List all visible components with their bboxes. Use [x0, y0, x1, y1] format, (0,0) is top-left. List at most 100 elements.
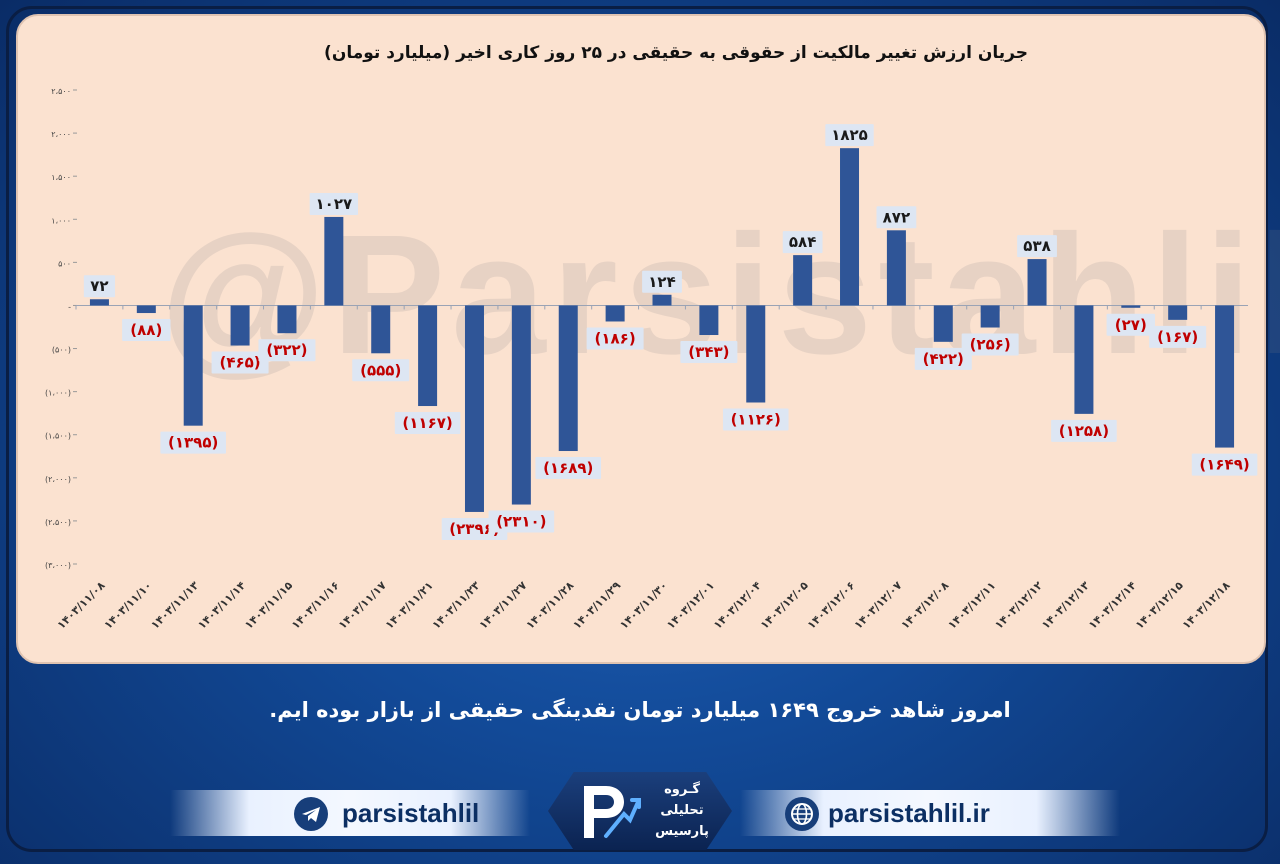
data-label-box: [258, 339, 316, 362]
bar: [89, 299, 109, 306]
data-labels: ۷۲ (۸۸) (۱۳۹۵) (۴۶۵) (۳۲۲) ۱۰۲۷ (۵۵۵) (۱۱۶۷) (۲۳…: [83, 124, 1258, 540]
bars: [89, 148, 1235, 512]
footer-ribbon-left: [170, 790, 530, 836]
bar: [230, 305, 250, 346]
bar: [933, 305, 953, 342]
x-tick-label: ۱۴۰۳/۱۱/۱۶: [289, 579, 342, 632]
x-tick-label: ۱۴۰۳/۱۱/۱۷: [336, 579, 389, 632]
y-tick-label: (۳،۰۰۰): [45, 561, 71, 570]
bar: [652, 294, 672, 306]
data-label-box: [211, 351, 269, 374]
data-label-box: [160, 431, 226, 454]
x-tick-label: ۱۴۰۳/۱۱/۱۴: [195, 579, 248, 632]
x-tick-label: ۱۴۰۳/۱۲/۱۴: [1086, 579, 1139, 632]
data-label: (۱۶۴۹): [1199, 456, 1249, 474]
data-label: (۵۵۵): [360, 361, 401, 379]
x-tick-label: ۱۴۰۳/۱۲/۰۶: [805, 579, 858, 632]
x-tick-label: ۱۴۰۳/۱۲/۰۸: [899, 579, 952, 632]
x-tick-label: ۱۴۰۳/۱۱/۲۸: [524, 579, 577, 632]
bar: [183, 305, 203, 426]
globe-icon[interactable]: [785, 797, 819, 831]
y-tick-label: (۱،۰۰۰): [45, 389, 71, 398]
logo-badge: [548, 772, 732, 850]
x-tick-label: ۱۴۰۳/۱۱/۲۳: [430, 579, 483, 632]
y-tick-label: (۵۰۰): [52, 346, 71, 355]
telegram-handle-link[interactable]: parsistahlil: [342, 798, 480, 828]
data-label-box: [1191, 453, 1258, 476]
bar: [277, 305, 297, 334]
data-label: (۳۲۲): [266, 341, 307, 359]
bar: [324, 216, 344, 306]
chart-title: جریان ارزش تغییر مالکیت از حقوقی به حقیق…: [324, 43, 1028, 63]
bar: [1121, 305, 1141, 308]
bar: [418, 305, 438, 407]
data-label: (۱۱۲۶): [731, 410, 781, 428]
y-tick-label: (۲،۵۰۰): [45, 518, 71, 527]
x-tick-label: ۱۴۰۳/۱۱/۱۵: [242, 579, 295, 632]
data-label: (۱۱۶۷): [402, 414, 452, 432]
data-label: ۱۰۲۷: [316, 195, 353, 213]
logo-text-line2: تحلیلی: [660, 803, 704, 818]
data-label: (۱۶۷): [1157, 328, 1198, 346]
data-label-box: [83, 275, 116, 298]
data-label-box: [309, 192, 359, 215]
x-tick-label: ۱۴۰۳/۱۲/۱۲: [992, 579, 1045, 632]
data-label: (۱۲۵۸): [1059, 422, 1109, 440]
x-tick-label: ۱۴۰۳/۱۱/۱۳: [148, 579, 201, 632]
y-tick-label: ۱،۰۰۰: [51, 216, 71, 225]
y-tick-label: (۲،۰۰۰): [45, 475, 71, 484]
y-tick-label: (۱،۵۰۰): [45, 432, 71, 441]
data-label: (۸۸): [130, 321, 162, 339]
y-tick-label: ۵۰۰: [58, 259, 71, 268]
data-label-box: [394, 412, 461, 435]
frame-border: [6, 6, 1268, 852]
caption-text: امروز شاهد خروج ۱۶۴۹ میلیارد تومان نقدین…: [269, 698, 1011, 722]
bar: [886, 230, 906, 306]
x-tick-label: ۱۴۰۳/۱۲/۱۱: [945, 579, 998, 632]
x-tick-label: ۱۴۰۳/۱۲/۱۸: [1180, 579, 1233, 632]
data-label: ۱۸۲۵: [831, 126, 868, 144]
bar: [511, 305, 531, 505]
x-tick-label: ۱۴۰۳/۱۲/۰۷: [852, 579, 905, 632]
data-label-box: [488, 510, 555, 533]
bar: [464, 305, 484, 512]
data-label: (۳۴۳): [688, 343, 729, 361]
x-tick-label: ۱۴۰۳/۱۲/۱۵: [1133, 579, 1186, 632]
telegram-icon[interactable]: [294, 797, 328, 831]
data-label-box: [352, 359, 410, 382]
bar: [558, 305, 578, 452]
x-tick-label: ۱۴۰۳/۱۱/۲۹: [570, 579, 623, 632]
bar: [1074, 305, 1094, 414]
data-label-box: [722, 408, 789, 431]
y-axis: ۲،۵۰۰ ۲،۰۰۰ ۱،۵۰۰ ۱،۰۰۰ ۵۰۰ - (۵۰۰) (۱،۰۰۰) (۱،۵…: [45, 87, 1248, 570]
parsis-logo-icon: [584, 786, 641, 838]
x-tick-label: ۱۴۰۳/۱۱/۱۰: [102, 579, 155, 632]
data-label: (۴۶۵): [219, 354, 260, 372]
y-tick-label: ۲،۵۰۰: [51, 87, 71, 96]
x-tick-label: ۱۴۰۳/۱۱/۰۸: [55, 579, 108, 632]
data-label: (۲۷): [1115, 316, 1147, 334]
bar: [793, 255, 813, 306]
x-tick-label: ۱۴۰۳/۱۲/۱۳: [1039, 579, 1092, 632]
data-label: ۷۲: [90, 277, 108, 295]
data-label-box: [1051, 419, 1117, 442]
data-label-box: [782, 231, 823, 254]
website-link[interactable]: parsistahlil.ir: [828, 798, 990, 828]
bar: [840, 148, 860, 306]
data-label-box: [1106, 313, 1155, 336]
bar: [371, 305, 391, 354]
bar: [699, 305, 719, 336]
data-label: ۱۲۴: [648, 273, 675, 291]
bar-chart: جریان ارزش تغییر مالکیت از حقوقی به حقیق…: [45, 43, 1258, 632]
data-label: (۱۸۶): [595, 329, 636, 347]
data-label: ۵۳۸: [1023, 237, 1050, 255]
data-label-box: [961, 333, 1019, 356]
data-label: (۲۳۱۰): [496, 513, 546, 531]
data-label: (۴۲۲): [923, 350, 964, 368]
bar: [746, 305, 766, 403]
x-tick-label: ۱۴۰۳/۱۱/۲۷: [477, 579, 530, 632]
bar: [1168, 305, 1188, 320]
data-label: (۱۶۸۹): [543, 459, 593, 477]
x-tick-label: ۱۴۰۳/۱۲/۰۴: [711, 579, 764, 632]
y-tick-label: ۲،۰۰۰: [51, 130, 71, 139]
